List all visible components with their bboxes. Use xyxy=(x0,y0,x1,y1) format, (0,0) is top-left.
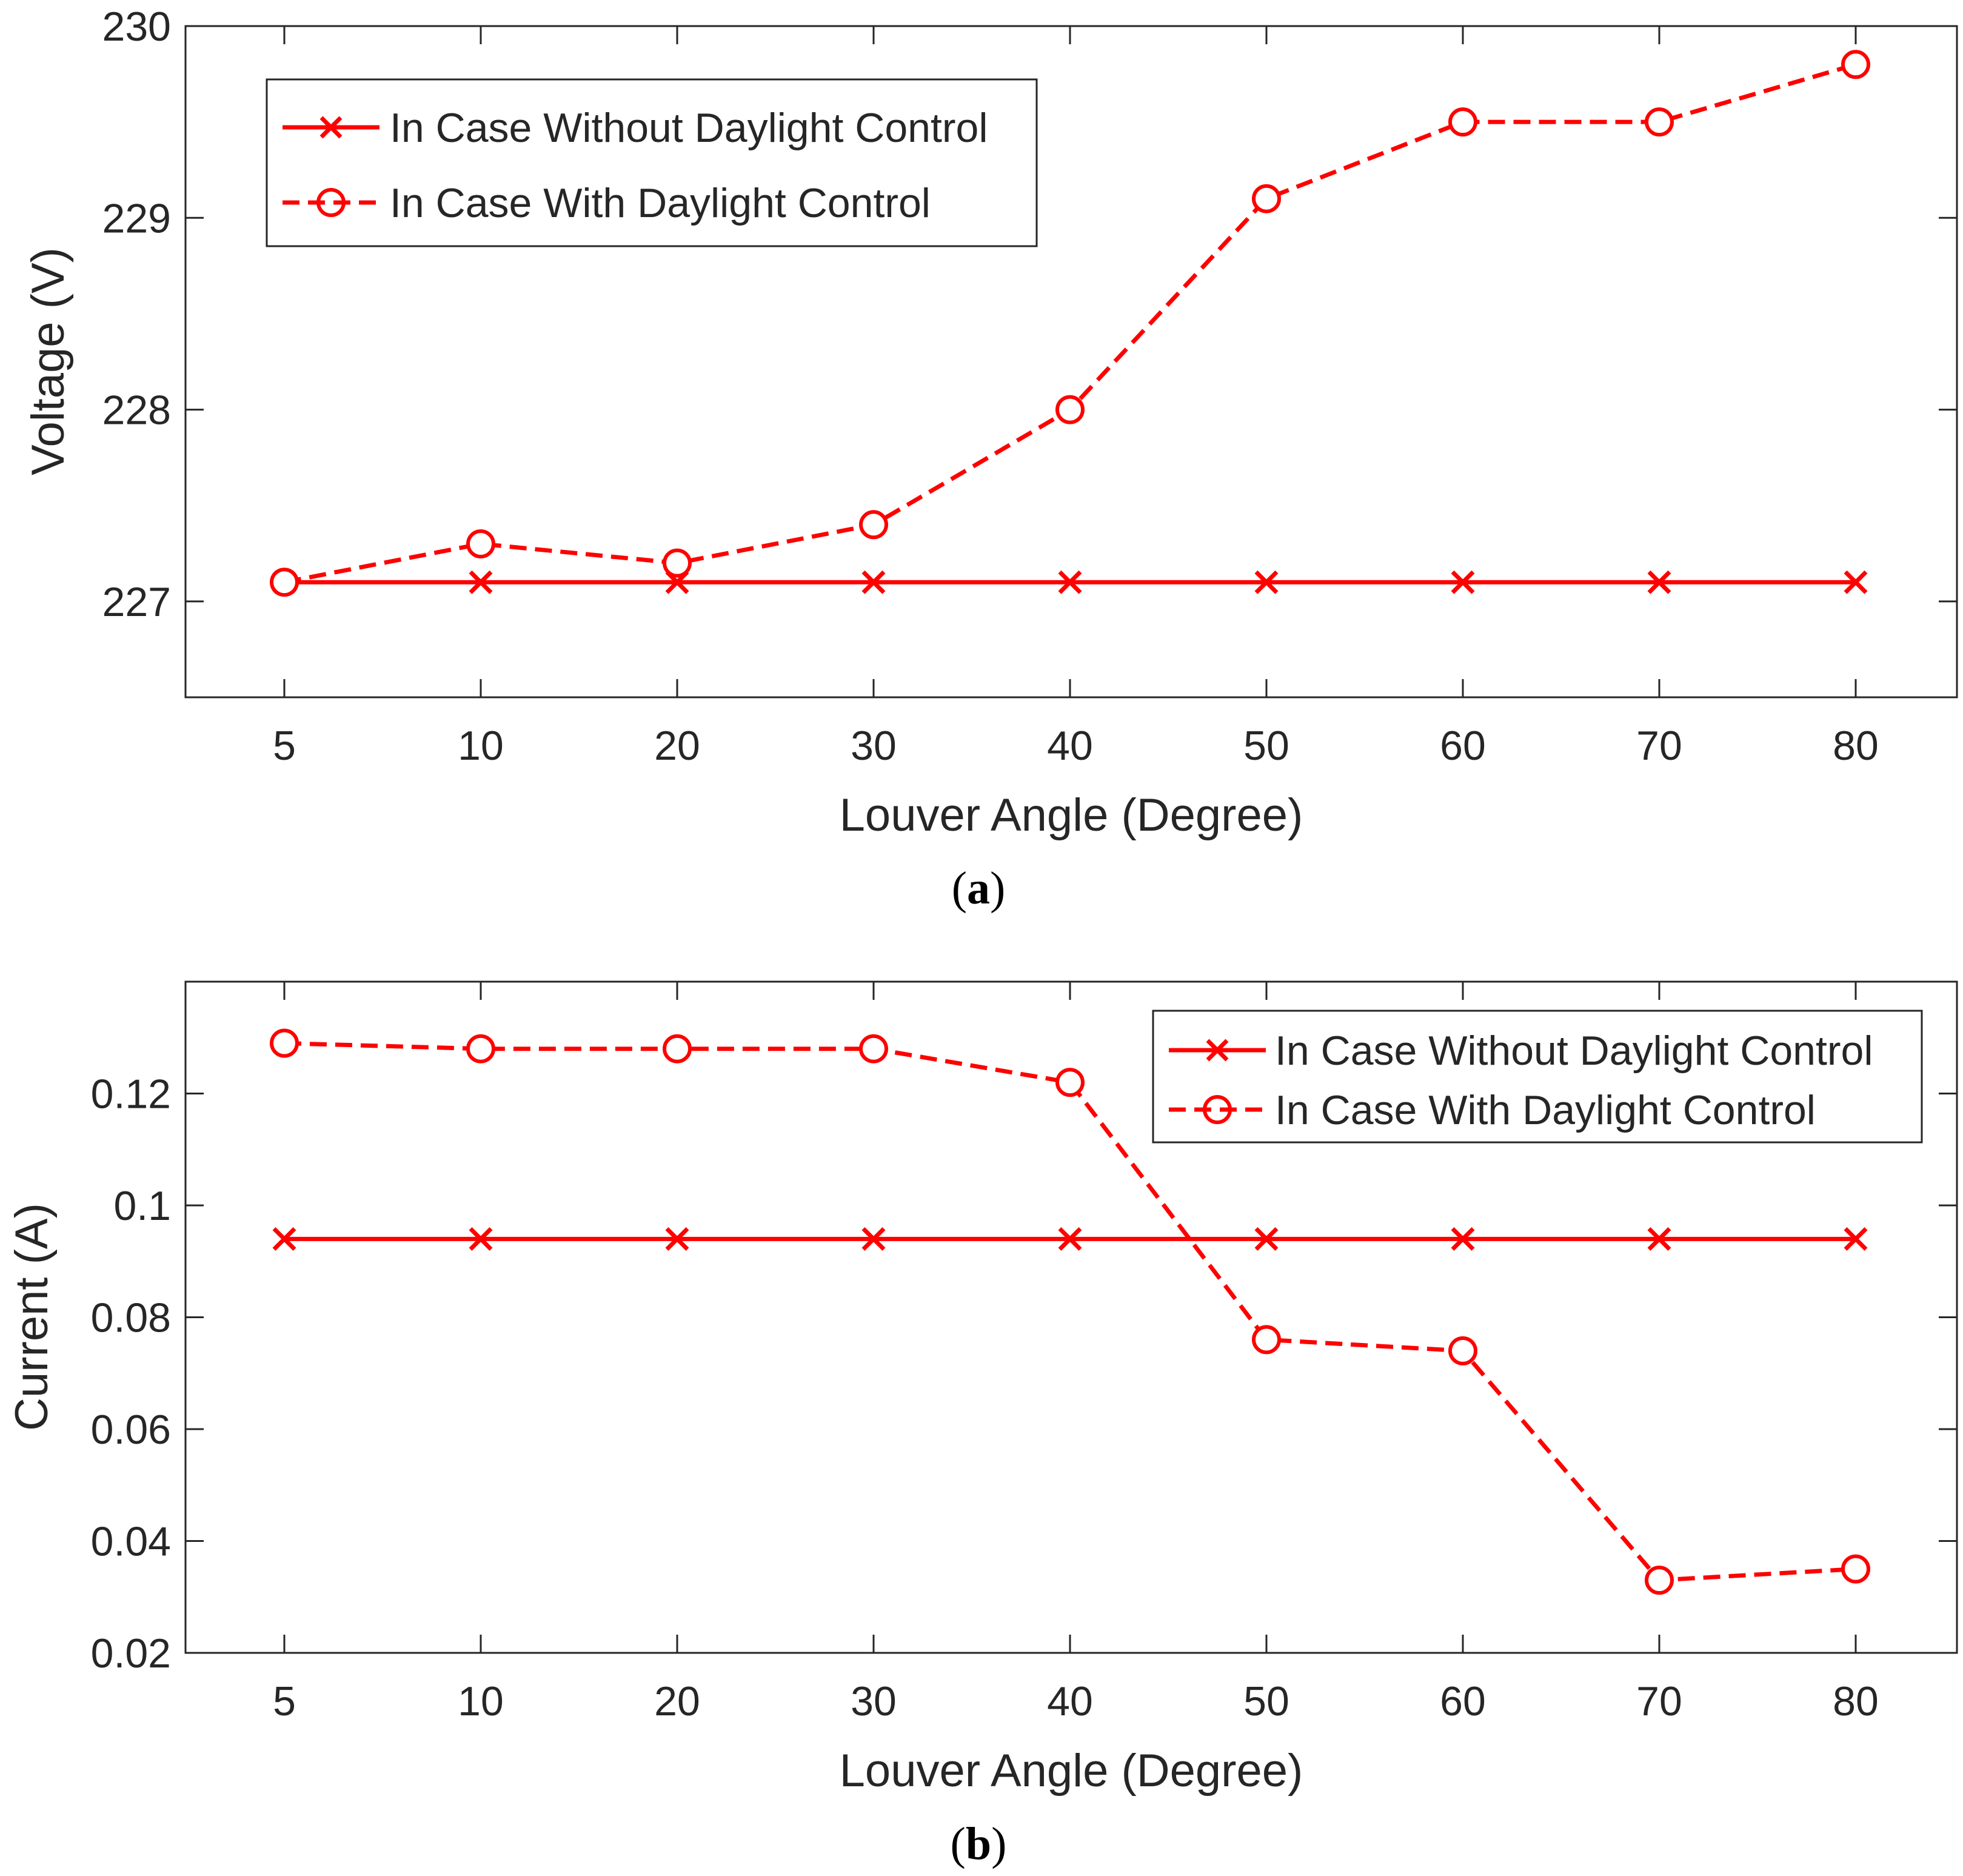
data-point-x-marker xyxy=(1451,1227,1475,1251)
data-point-x-marker xyxy=(469,570,493,594)
y-tick-labels-b: 0.02 0.04 0.06 0.08 0.1 0.12 xyxy=(91,1071,171,1677)
x-tick-label: 80 xyxy=(1833,1678,1879,1724)
y-tick-label: 230 xyxy=(102,4,171,50)
ticks-a xyxy=(186,25,1957,697)
data-point-circle-marker xyxy=(663,548,692,578)
y-tick-label: 0.12 xyxy=(91,1071,171,1117)
ticks-b xyxy=(186,982,1957,1654)
data-point-circle-marker xyxy=(1645,1566,1674,1595)
legend-box-b xyxy=(1152,1010,1923,1144)
data-point-circle-marker xyxy=(663,1034,692,1064)
data-point-circle-marker xyxy=(1645,107,1674,137)
x-tick-label: 40 xyxy=(1047,1678,1093,1724)
x-tick-label: 60 xyxy=(1440,1678,1486,1724)
y-tick-label: 0.1 xyxy=(113,1183,171,1229)
data-point-x-marker xyxy=(1844,1227,1868,1251)
y-tick-labels-a: 227 228 229 230 xyxy=(102,4,171,625)
data-point-x-marker xyxy=(1058,1227,1082,1251)
data-point-x-marker xyxy=(1844,570,1868,594)
x-tick-label: 5 xyxy=(273,1678,296,1724)
data-point-x-marker xyxy=(1254,1227,1279,1251)
data-point-circle-marker xyxy=(466,1034,495,1064)
data-point-circle-marker xyxy=(1448,107,1477,137)
caption-label-b: b xyxy=(966,1818,991,1869)
y-tick-label: 0.08 xyxy=(91,1295,171,1341)
data-point-circle-marker xyxy=(859,510,888,540)
x-icon xyxy=(319,116,343,139)
x-icon xyxy=(1206,1039,1229,1062)
x-tick-label: 20 xyxy=(654,723,700,769)
data-point-x-marker xyxy=(1647,1227,1671,1251)
y-tick-label: 228 xyxy=(102,387,171,434)
legend-sample-without-a xyxy=(283,116,380,139)
legend-sample-with-a xyxy=(283,188,380,217)
legend-label-without-b: In Case Without Daylight Control xyxy=(1275,1028,1873,1074)
y-tick-label: 227 xyxy=(102,579,171,625)
legend-label-with-a: In Case With Daylight Control xyxy=(390,180,931,226)
x-tick-label: 50 xyxy=(1243,1678,1289,1724)
y-tick-label: 229 xyxy=(102,195,171,241)
data-point-x-marker xyxy=(1451,570,1475,594)
data-point-circle-marker xyxy=(1841,50,1870,79)
data-point-x-marker xyxy=(665,1227,689,1251)
caption-a: (a) xyxy=(952,863,1006,914)
x-axis-label-b: Louver Angle (Degree) xyxy=(840,1745,1303,1797)
legend-a: In Case Without Daylight Control In Case… xyxy=(266,78,1038,247)
data-point-circle-marker xyxy=(1055,395,1085,424)
x-tick-label: 10 xyxy=(458,723,504,769)
axes-frame-a xyxy=(184,25,1958,698)
data-point-circle-marker xyxy=(1841,1554,1870,1584)
legend-b: In Case Without Daylight Control In Case… xyxy=(1152,1010,1923,1144)
data-point-circle-marker xyxy=(466,529,495,558)
legend-box-a xyxy=(266,78,1038,247)
data-point-circle-marker xyxy=(1448,1336,1477,1365)
plot-layer-b xyxy=(270,1028,1870,1595)
data-point-circle-marker xyxy=(1252,184,1281,213)
data-point-x-marker xyxy=(1647,570,1671,594)
plot-layer-a xyxy=(270,50,1870,597)
x-tick-label: 70 xyxy=(1636,1678,1682,1724)
x-tick-label: 40 xyxy=(1047,723,1093,769)
data-point-circle-marker xyxy=(270,1028,299,1058)
data-point-x-marker xyxy=(469,1227,493,1251)
x-tick-label: 5 xyxy=(273,723,296,769)
legend-label-with-b: In Case With Daylight Control xyxy=(1275,1087,1816,1133)
data-point-x-marker xyxy=(1058,570,1082,594)
x-tick-label: 10 xyxy=(458,1678,504,1724)
data-point-circle-marker xyxy=(1055,1068,1085,1097)
circle-icon xyxy=(316,188,346,217)
chart-panel-b: 5 10 20 30 40 50 60 70 80 0.02 0.04 0.06… xyxy=(6,980,1958,1869)
x-tick-label: 20 xyxy=(654,1678,700,1724)
x-tick-label: 60 xyxy=(1440,723,1486,769)
x-tick-labels-b: 5 10 20 30 40 50 60 70 80 xyxy=(273,1678,1879,1724)
legend-sample-with-b xyxy=(1169,1095,1266,1124)
data-point-circle-marker xyxy=(859,1034,888,1064)
data-point-x-marker xyxy=(861,1227,886,1251)
circle-icon xyxy=(1203,1095,1232,1124)
x-tick-label: 70 xyxy=(1636,723,1682,769)
data-point-x-marker xyxy=(861,570,886,594)
x-axis-label-a: Louver Angle (Degree) xyxy=(840,789,1303,841)
legend-label-without-a: In Case Without Daylight Control xyxy=(390,105,988,151)
x-tick-label: 30 xyxy=(851,1678,897,1724)
data-point-x-marker xyxy=(1254,570,1279,594)
x-tick-label: 50 xyxy=(1243,723,1289,769)
x-tick-label: 80 xyxy=(1833,723,1879,769)
caption-label-a: a xyxy=(967,863,990,914)
data-point-circle-marker xyxy=(270,568,299,597)
data-point-x-marker xyxy=(272,1227,296,1251)
y-axis-label-a: Voltage (V) xyxy=(22,247,74,475)
y-tick-label: 0.04 xyxy=(91,1519,171,1565)
series-line-with-daylight-control xyxy=(284,1041,1856,1583)
data-point-circle-marker xyxy=(1252,1325,1281,1355)
legend-sample-without-b xyxy=(1169,1039,1266,1062)
caption-b: (b) xyxy=(951,1818,1007,1869)
y-tick-label: 0.06 xyxy=(91,1407,171,1453)
x-tick-label: 30 xyxy=(851,723,897,769)
y-tick-label: 0.02 xyxy=(91,1630,171,1677)
y-axis-label-b: Current (A) xyxy=(6,1203,58,1431)
chart-panel-a: 5 10 20 30 40 50 60 70 80 227 228 229 23… xyxy=(22,4,1958,914)
x-tick-labels-a: 5 10 20 30 40 50 60 70 80 xyxy=(273,723,1879,769)
